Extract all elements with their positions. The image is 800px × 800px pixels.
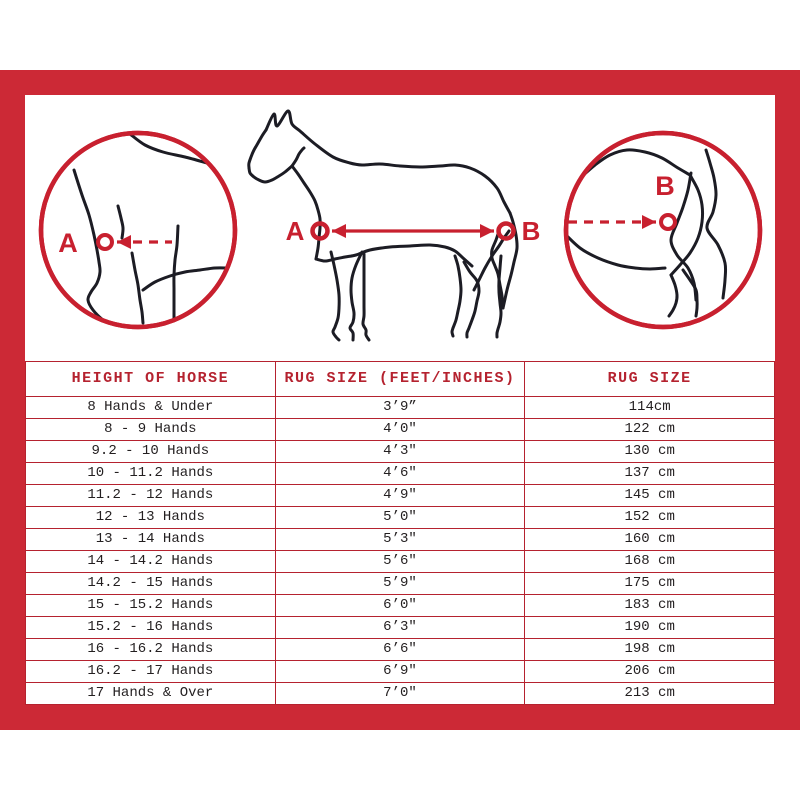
svg-text:B: B [655,171,675,201]
svg-text:B: B [522,216,541,246]
svg-text:A: A [286,216,305,246]
svg-text:A: A [58,228,78,258]
